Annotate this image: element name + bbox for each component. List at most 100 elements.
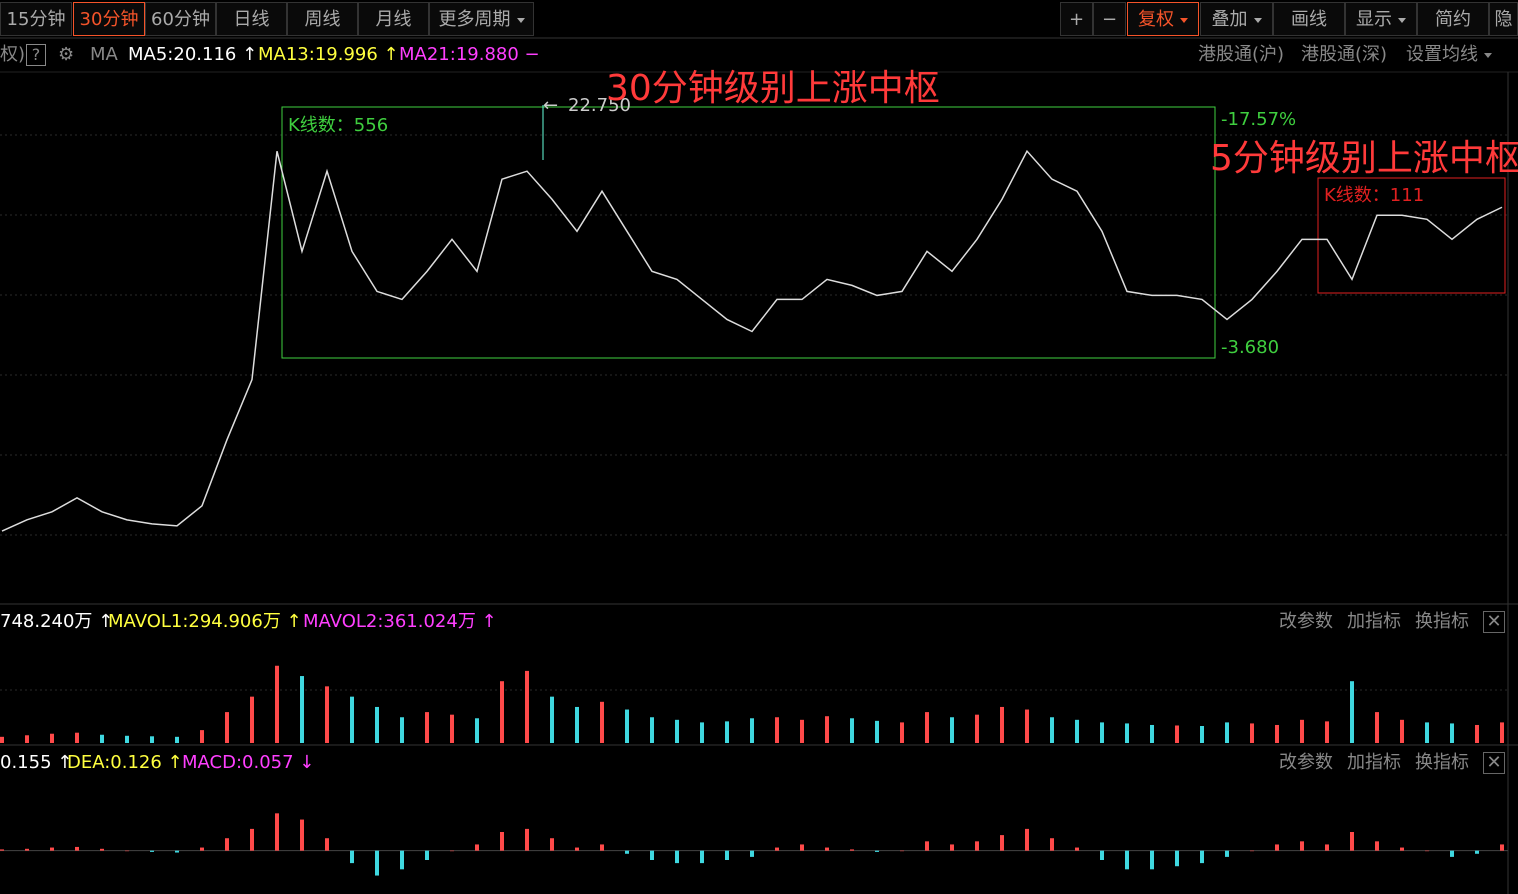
button-label: 画线 [1291,9,1327,30]
swap-ind[interactable]: 换指标 [1415,611,1469,632]
volume-bar [1150,724,1154,743]
volume-bar [725,721,729,743]
volume-bar [550,696,554,743]
macd-bar [525,828,529,851]
macd-bar [875,850,879,852]
button-label: + [1068,9,1085,30]
volume-bar [475,718,479,743]
button-label: 简约 [1435,9,1471,30]
macd-bar [1250,850,1254,852]
toolbar-button[interactable]: 30分钟 [73,2,145,36]
swap-ind[interactable]: 换指标 [1415,752,1469,773]
toolbar-button[interactable]: 周线 [287,2,358,36]
volume-bar [650,717,654,743]
macd-bar [1425,850,1429,852]
add-ind[interactable]: 加指标 [1347,611,1401,632]
volume-bar [1100,722,1104,743]
toolbar-button[interactable]: 画线 [1273,2,1345,36]
vol: 748.240万 ↑ [0,611,114,632]
toolbar-button[interactable]: + [1060,2,1093,36]
toolbar-button[interactable]: 显示 [1345,2,1417,36]
macd-bar [900,850,904,852]
toolbar-button[interactable]: 叠加 [1200,2,1273,36]
volume-bar [900,722,904,743]
button-label: − [1101,9,1118,30]
toolbar-button[interactable]: 复权 [1127,2,1199,36]
grid [0,134,1508,691]
macd-bar [825,847,829,851]
volume-bar [525,670,529,743]
macd-bar [300,819,304,851]
zone-30m [281,106,1216,359]
toolbar-button[interactable]: 更多周期 [429,2,534,36]
toolbar-button[interactable]: − [1093,2,1126,36]
button-label: 隐 [1494,9,1513,30]
toolbar-button[interactable]: 15分钟 [0,2,72,36]
macd-bar [50,847,54,851]
macd-bar [575,847,579,851]
macd-bar [125,850,129,852]
volume-bar [800,719,804,743]
macd-bar [475,844,479,851]
volume-bar [875,720,879,743]
volume-bar [1300,719,1304,743]
toolbar-button[interactable]: 简约 [1417,2,1489,36]
volume-bar [1350,681,1354,743]
macd-bar [225,838,229,851]
macd-bar [800,844,804,851]
volume-bar [325,686,329,743]
macd-bar [1375,841,1379,851]
macd-bar [1200,850,1204,864]
macd-bar [1325,844,1329,851]
toolbar-button[interactable]: 隐 [1489,2,1518,36]
gear[interactable]: ⚙ [58,44,75,65]
macd-bar [625,850,629,854]
macd-bar [1050,838,1054,851]
volume-bar [925,712,929,743]
volume-bar [575,706,579,743]
volume-bar [1025,709,1029,743]
volume-bar [375,706,379,743]
macd-bar [150,850,154,852]
toolbar-button[interactable]: 日线 [216,2,287,36]
high-arrow: ← [543,95,558,116]
button-label: 月线 [375,9,412,30]
macd-bar [250,828,254,851]
toolbar-button[interactable]: 月线 [358,2,429,36]
button-label: 叠加 [1211,9,1248,30]
dea: DEA:0.126 ↑ [67,752,183,773]
macd-bar [750,850,754,857]
param[interactable]: 改参数 [1279,611,1333,632]
macd-bar [1150,850,1154,870]
close[interactable]: ✕ [1483,752,1505,774]
close[interactable]: ✕ [1483,611,1505,633]
param[interactable]: 改参数 [1279,752,1333,773]
macd-bar [325,838,329,851]
macd-bar [175,850,179,853]
help[interactable]: ? [26,44,46,66]
volume-bar [1450,723,1454,743]
volume-bar [950,717,954,743]
toolbar-button[interactable]: 60分钟 [145,2,216,36]
macd-bar [1000,835,1004,851]
volume-bar [975,714,979,743]
volume-bar [1325,721,1329,743]
set-ma[interactable]: 设置均线 [1406,45,1492,65]
volume-bar [1050,717,1054,743]
macd-bar [1075,847,1079,851]
macd-bar [500,832,504,851]
add-ind[interactable]: 加指标 [1347,752,1401,773]
volume-bar [50,733,54,743]
macd-bar [950,844,954,851]
macd-bar [100,848,104,851]
hk-sh[interactable]: 港股通(沪) [1198,44,1285,65]
dif: 0.155 ↑ [0,752,73,773]
volume-bar [1425,722,1429,743]
hk-sz[interactable]: 港股通(深) [1301,44,1388,65]
volume-bar [1200,726,1204,743]
button-label: 30分钟 [79,9,139,30]
volume-bar [1175,725,1179,743]
macd-bar [1125,850,1129,870]
